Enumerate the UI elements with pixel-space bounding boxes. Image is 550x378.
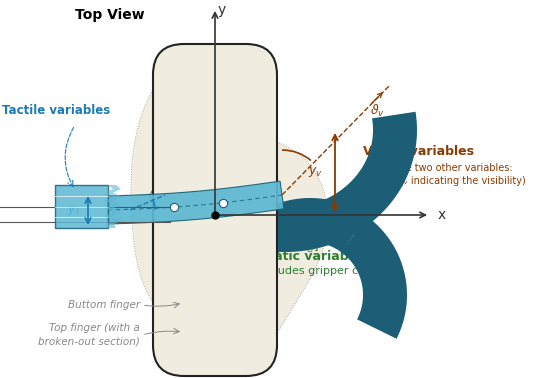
Text: $P_G = [x_G,\ y_G,\ c_G]$: $P_G = [x_G,\ y_G,\ c_G]$ xyxy=(220,238,318,255)
Text: $y_v$: $y_v$ xyxy=(308,165,323,179)
Polygon shape xyxy=(108,181,284,224)
Text: Top View: Top View xyxy=(75,8,145,22)
Polygon shape xyxy=(105,208,122,212)
Bar xyxy=(55,185,108,228)
Text: (this includes gripper closure): (this includes gripper closure) xyxy=(230,266,397,276)
Text: Tactile variables: Tactile variables xyxy=(2,104,110,116)
Text: Kinematic variables: Kinematic variables xyxy=(230,250,368,263)
Polygon shape xyxy=(131,45,328,359)
Text: x: x xyxy=(438,208,446,222)
Text: broken-out section): broken-out section) xyxy=(38,337,140,347)
Polygon shape xyxy=(104,212,122,216)
Text: $\vartheta_v$: $\vartheta_v$ xyxy=(370,103,385,119)
Polygon shape xyxy=(104,197,122,201)
Polygon shape xyxy=(213,198,367,325)
Text: Buttom finger: Buttom finger xyxy=(68,300,140,310)
Text: $y_T$: $y_T$ xyxy=(67,203,83,217)
Text: Top finger (with a: Top finger (with a xyxy=(50,323,140,333)
Text: $\vartheta_T$: $\vartheta_T$ xyxy=(148,188,162,202)
Polygon shape xyxy=(105,193,122,197)
Text: vᵥ and qᵥ indicating the visibility): vᵥ and qᵥ indicating the visibility) xyxy=(363,176,526,186)
Polygon shape xyxy=(160,112,417,252)
Polygon shape xyxy=(105,189,121,193)
Text: y: y xyxy=(218,3,226,17)
Text: Visual variables: Visual variables xyxy=(363,145,474,158)
Polygon shape xyxy=(105,204,121,208)
Text: (there are two other variables:: (there are two other variables: xyxy=(363,162,513,172)
Polygon shape xyxy=(104,201,121,204)
FancyBboxPatch shape xyxy=(153,44,277,376)
Polygon shape xyxy=(106,220,121,224)
Polygon shape xyxy=(108,185,121,189)
Polygon shape xyxy=(106,224,116,228)
Polygon shape xyxy=(104,216,121,220)
Polygon shape xyxy=(341,217,407,339)
